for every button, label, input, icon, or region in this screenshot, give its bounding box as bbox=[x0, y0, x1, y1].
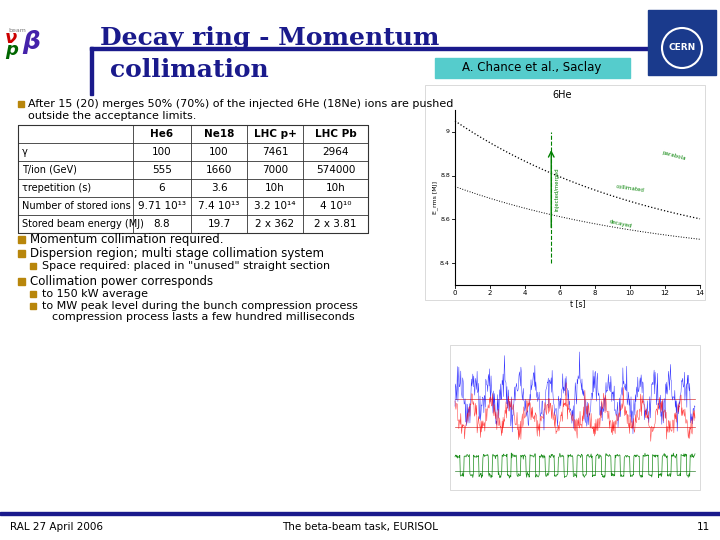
Text: 574000: 574000 bbox=[316, 165, 355, 175]
Text: beam: beam bbox=[8, 28, 26, 32]
Text: 100: 100 bbox=[210, 147, 229, 157]
Text: 2 x 362: 2 x 362 bbox=[256, 219, 294, 229]
Text: 3.2 10¹⁴: 3.2 10¹⁴ bbox=[254, 201, 296, 211]
Text: collimation: collimation bbox=[110, 58, 269, 82]
Text: T/ion (GeV): T/ion (GeV) bbox=[22, 165, 77, 175]
Text: Space required: placed in "unused" straight section: Space required: placed in "unused" strai… bbox=[42, 261, 330, 271]
Bar bbox=[90, 47, 93, 95]
Bar bbox=[90, 47, 710, 50]
Text: 11: 11 bbox=[697, 522, 710, 532]
Text: 4: 4 bbox=[523, 290, 527, 296]
Text: 8.8: 8.8 bbox=[153, 219, 171, 229]
Text: outside the acceptance limits.: outside the acceptance limits. bbox=[28, 111, 197, 121]
Text: compression process lasts a few hundred milliseconds: compression process lasts a few hundred … bbox=[52, 312, 355, 322]
Text: 7461: 7461 bbox=[262, 147, 288, 157]
Text: E_rms [MJ]: E_rms [MJ] bbox=[432, 181, 438, 214]
Text: 6He: 6He bbox=[553, 90, 572, 100]
Text: He6: He6 bbox=[150, 129, 174, 139]
Text: 6: 6 bbox=[158, 183, 166, 193]
Text: Collimation power corresponds: Collimation power corresponds bbox=[30, 275, 213, 288]
Text: LHC Pb: LHC Pb bbox=[315, 129, 356, 139]
Text: ν: ν bbox=[5, 29, 17, 47]
Text: 8: 8 bbox=[593, 290, 598, 296]
Text: 10h: 10h bbox=[265, 183, 285, 193]
Text: 3.6: 3.6 bbox=[211, 183, 228, 193]
Text: 100: 100 bbox=[152, 147, 172, 157]
Text: Number of stored ions: Number of stored ions bbox=[22, 201, 131, 211]
Text: 19.7: 19.7 bbox=[207, 219, 230, 229]
Text: 12: 12 bbox=[660, 290, 670, 296]
Bar bbox=[30, 303, 36, 309]
Text: 2964: 2964 bbox=[323, 147, 348, 157]
Text: 4 10¹⁰: 4 10¹⁰ bbox=[320, 201, 351, 211]
Text: β: β bbox=[22, 30, 40, 54]
Text: τrepetition (s): τrepetition (s) bbox=[22, 183, 91, 193]
Text: 6: 6 bbox=[558, 290, 562, 296]
Text: After 15 (20) merges 50% (70%) of the injected 6He (18Ne) ions are pushed: After 15 (20) merges 50% (70%) of the in… bbox=[28, 99, 454, 109]
Text: 8.6: 8.6 bbox=[440, 217, 450, 222]
Text: to 150 kW average: to 150 kW average bbox=[42, 289, 148, 299]
Text: RAL 27 April 2006: RAL 27 April 2006 bbox=[10, 522, 103, 532]
Text: t [s]: t [s] bbox=[570, 299, 585, 308]
Bar bbox=[18, 101, 24, 107]
Text: LHC p+: LHC p+ bbox=[253, 129, 297, 139]
Bar bbox=[425, 85, 705, 300]
Text: 10h: 10h bbox=[325, 183, 346, 193]
Bar bbox=[450, 345, 700, 490]
Text: 10: 10 bbox=[626, 290, 634, 296]
Text: 1660: 1660 bbox=[206, 165, 232, 175]
Text: injected/merged: injected/merged bbox=[554, 167, 559, 211]
Text: collimated: collimated bbox=[616, 184, 644, 193]
Text: decayed: decayed bbox=[609, 219, 634, 228]
Bar bbox=[648, 10, 716, 75]
Text: CERN: CERN bbox=[668, 44, 696, 52]
Bar bbox=[0, 512, 720, 515]
Text: to MW peak level during the bunch compression process: to MW peak level during the bunch compre… bbox=[42, 301, 358, 311]
Text: 555: 555 bbox=[152, 165, 172, 175]
Bar bbox=[30, 291, 36, 297]
Bar bbox=[435, 58, 630, 78]
Text: 2: 2 bbox=[488, 290, 492, 296]
Text: γ: γ bbox=[22, 147, 28, 157]
Text: Ne18: Ne18 bbox=[204, 129, 234, 139]
Text: 8.8: 8.8 bbox=[440, 173, 450, 178]
Text: 2 x 3.81: 2 x 3.81 bbox=[314, 219, 356, 229]
Text: Stored beam energy (MJ): Stored beam energy (MJ) bbox=[22, 219, 144, 229]
Text: 7000: 7000 bbox=[262, 165, 288, 175]
Bar bbox=[18, 125, 368, 233]
Text: 8.4: 8.4 bbox=[440, 261, 450, 266]
Text: Decay ring - Momentum: Decay ring - Momentum bbox=[100, 26, 439, 50]
Bar bbox=[18, 250, 25, 257]
Text: 14: 14 bbox=[696, 290, 704, 296]
Text: 0: 0 bbox=[453, 290, 457, 296]
Text: 9.71 10¹³: 9.71 10¹³ bbox=[138, 201, 186, 211]
Bar bbox=[18, 278, 25, 285]
Text: 9: 9 bbox=[446, 130, 450, 134]
Text: Momentum collimation required.: Momentum collimation required. bbox=[30, 233, 223, 246]
Bar bbox=[18, 236, 25, 243]
Text: 7.4 10¹³: 7.4 10¹³ bbox=[198, 201, 240, 211]
Text: Dispersion region; multi stage collimation system: Dispersion region; multi stage collimati… bbox=[30, 247, 324, 260]
Bar bbox=[30, 263, 36, 269]
Text: p: p bbox=[5, 41, 18, 59]
Text: parabola: parabola bbox=[661, 150, 686, 161]
Text: The beta-beam task, EURISOL: The beta-beam task, EURISOL bbox=[282, 522, 438, 532]
Text: A. Chance et al., Saclay: A. Chance et al., Saclay bbox=[462, 62, 602, 75]
